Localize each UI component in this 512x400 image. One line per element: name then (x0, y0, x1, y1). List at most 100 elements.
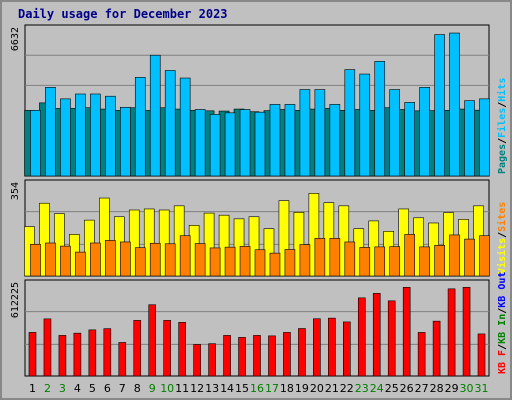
x-tick-label-day-21: 21 (325, 382, 339, 395)
bar-middle-sites-day-25 (389, 246, 401, 277)
chart-title: Daily usage for December 2023 (18, 7, 228, 21)
x-tick-label-day-31: 31 (475, 382, 489, 395)
legend-item-bottom-1: / (497, 344, 508, 350)
legend-item-top-3: / (497, 102, 508, 108)
bar-top-hits-day-10 (164, 70, 176, 177)
bar-middle-sites-day-26 (404, 234, 415, 277)
bar-top-hits-day-24 (374, 61, 386, 177)
bar-bottom-kb-f-day-19 (298, 328, 306, 377)
bar-top-hits-day-28 (434, 34, 445, 177)
legend-bottom: KB F/KB In/KB Out (497, 272, 508, 374)
bar-middle-visits-day-9 (143, 208, 155, 277)
x-tick-label-day-3: 3 (59, 382, 66, 395)
x-tick-label-day-1: 1 (29, 382, 36, 395)
bar-middle-sites-day-11 (179, 235, 191, 277)
bar-bottom-kb-f-day-18 (283, 332, 291, 377)
bar-middle-visits-day-18 (278, 200, 290, 277)
bar-middle-sites-day-23 (359, 247, 371, 277)
bar-bottom-kb-f-day-13 (208, 343, 216, 377)
bar-bottom-kb-f-day-6 (103, 328, 112, 377)
bar-top-hits-day-8 (134, 77, 146, 177)
x-tick-label-day-23: 23 (355, 382, 369, 395)
bar-middle-sites-day-4 (75, 251, 86, 277)
bar-top-hits-day-14 (224, 112, 236, 177)
bar-middle-sites-day-15 (239, 246, 251, 277)
x-tick-label-day-19: 19 (295, 382, 309, 395)
bar-bottom-kb-f-day-17 (268, 335, 276, 377)
bar-top-hits-day-4 (75, 93, 86, 177)
x-tick-label-day-12: 12 (190, 382, 204, 395)
legend-item-middle-1: / (497, 232, 508, 238)
x-tick-label-day-18: 18 (280, 382, 294, 395)
x-tick-label-day-9: 9 (149, 382, 156, 395)
bar-top-hits-day-20 (314, 89, 326, 177)
ymax-label-bottom: 612225 (10, 282, 21, 318)
bar-bottom-kb-f-day-8 (133, 320, 142, 377)
bar-top-hits-day-19 (299, 89, 311, 177)
bar-middle-sites-day-7 (119, 241, 131, 277)
bar-top-hits-day-31 (479, 98, 490, 177)
legend-item-bottom-2: KB In (497, 314, 508, 344)
x-tick-label-day-24: 24 (370, 382, 384, 395)
legend-item-bottom-3: / (497, 308, 508, 314)
bar-middle-sites-day-29 (449, 234, 460, 277)
bar-middle-sites-day-24 (374, 246, 386, 277)
bar-bottom-kb-f-day-28 (432, 320, 441, 377)
bar-middle-sites-day-14 (224, 246, 236, 277)
bar-top-hits-day-29 (449, 32, 460, 177)
x-tick-label-day-4: 4 (74, 382, 81, 395)
bar-bottom-kb-f-day-31 (477, 333, 486, 377)
bar-middle-visits-day-14 (218, 214, 230, 277)
x-tick-label-day-7: 7 (119, 382, 126, 395)
x-tick-label-day-20: 20 (310, 382, 324, 395)
bar-top-hits-day-7 (119, 106, 131, 177)
bar-bottom-kb-f-day-30 (462, 287, 471, 377)
bar-middle-sites-day-9 (149, 242, 161, 277)
x-tick-label-day-8: 8 (134, 382, 141, 395)
bar-top-hits-day-12 (194, 109, 206, 177)
bar-middle-sites-day-5 (90, 242, 101, 277)
x-tick-label-day-14: 14 (220, 382, 234, 395)
bar-middle-sites-day-13 (209, 247, 221, 277)
legend-item-top-0: Pages (497, 144, 508, 174)
x-tick-label-day-26: 26 (400, 382, 414, 395)
x-tick-label-day-10: 10 (160, 382, 174, 395)
bar-middle-visits-day-20 (308, 193, 320, 277)
legend-item-top-4: Hits (496, 78, 508, 102)
x-tick-label-day-13: 13 (205, 382, 219, 395)
bar-bottom-kb-f-day-27 (417, 332, 426, 377)
bar-middle-sites-day-20 (314, 238, 326, 277)
x-tick-label-day-30: 30 (460, 382, 474, 395)
legend-item-middle-0: Visits (496, 238, 508, 274)
x-tick-label-day-29: 29 (445, 382, 459, 395)
bar-bottom-kb-f-day-14 (223, 335, 231, 377)
x-tick-label-day-28: 28 (430, 382, 444, 395)
bar-bottom-kb-f-day-20 (313, 318, 321, 377)
bar-top-hits-day-15 (239, 109, 251, 177)
bar-bottom-kb-f-day-22 (343, 321, 351, 377)
legend-item-bottom-0: KB F (497, 350, 508, 374)
bar-middle-visits-day-19 (293, 212, 305, 277)
bar-bottom-kb-f-day-5 (88, 329, 97, 377)
bar-top-hits-day-6 (105, 95, 116, 177)
bar-top-hits-day-30 (464, 100, 475, 177)
bar-middle-sites-day-18 (284, 249, 296, 277)
bar-middle-sites-day-27 (419, 246, 430, 277)
x-tick-label-day-15: 15 (235, 382, 249, 395)
x-tick-label-day-16: 16 (250, 382, 264, 395)
bar-bottom-kb-f-day-11 (178, 322, 186, 377)
bar-top-hits-day-13 (209, 114, 221, 177)
bar-top-hits-day-26 (404, 102, 415, 177)
bar-middle-sites-day-12 (194, 243, 206, 277)
bar-top-hits-day-16 (254, 111, 266, 177)
legend-top: Pages/Files/Hits (496, 78, 508, 174)
bar-middle-sites-day-16 (254, 249, 266, 277)
bar-middle-sites-day-30 (464, 238, 475, 277)
bar-top-hits-day-9 (149, 54, 161, 177)
bar-bottom-kb-f-day-12 (193, 344, 201, 377)
bar-middle-sites-day-10 (164, 243, 176, 277)
bar-bottom-kb-f-day-29 (447, 288, 456, 377)
bar-top-hits-day-23 (359, 73, 371, 177)
bar-middle-sites-day-3 (60, 245, 71, 277)
